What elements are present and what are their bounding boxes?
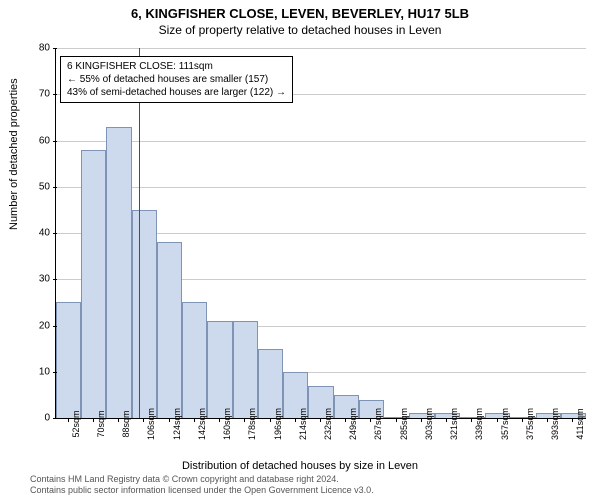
ytick-label: 50	[22, 181, 50, 192]
ytick-label: 70	[22, 89, 50, 100]
xtick-mark	[295, 418, 296, 422]
xtick-mark	[497, 418, 498, 422]
xtick-label: 160sqm	[222, 408, 232, 440]
ytick-mark	[53, 372, 57, 373]
histogram-bar	[157, 242, 182, 418]
chart-title-main: 6, KINGFISHER CLOSE, LEVEN, BEVERLEY, HU…	[0, 0, 600, 21]
xtick-label: 214sqm	[298, 408, 308, 440]
ytick-mark	[53, 279, 57, 280]
info-line-1: 6 KINGFISHER CLOSE: 111sqm	[67, 60, 286, 73]
chart-container: 6, KINGFISHER CLOSE, LEVEN, BEVERLEY, HU…	[0, 0, 600, 500]
xtick-label: 393sqm	[550, 408, 560, 440]
xtick-label: 124sqm	[172, 408, 182, 440]
ytick-mark	[53, 187, 57, 188]
xtick-label: 303sqm	[424, 408, 434, 440]
ytick-mark	[53, 326, 57, 327]
xtick-label: 249sqm	[348, 408, 358, 440]
xtick-label: 70sqm	[96, 410, 106, 437]
xtick-label: 267sqm	[373, 408, 383, 440]
info-box: 6 KINGFISHER CLOSE: 111sqm ← 55% of deta…	[60, 56, 293, 103]
property-marker-line	[139, 48, 140, 418]
xtick-mark	[446, 418, 447, 422]
xtick-label: 88sqm	[121, 410, 131, 437]
xtick-mark	[320, 418, 321, 422]
xtick-mark	[547, 418, 548, 422]
x-axis-label: Distribution of detached houses by size …	[0, 460, 600, 472]
xtick-mark	[194, 418, 195, 422]
xtick-label: 232sqm	[323, 408, 333, 440]
footer-line-1: Contains HM Land Registry data © Crown c…	[30, 474, 374, 485]
xtick-label: 52sqm	[71, 410, 81, 437]
xtick-label: 196sqm	[273, 408, 283, 440]
xtick-mark	[68, 418, 69, 422]
ytick-label: 60	[22, 135, 50, 146]
histogram-bar	[106, 127, 131, 418]
xtick-label: 321sqm	[449, 408, 459, 440]
info-line-2: ← 55% of detached houses are smaller (15…	[67, 73, 286, 86]
chart-title-sub: Size of property relative to detached ho…	[0, 21, 600, 37]
xtick-mark	[270, 418, 271, 422]
xtick-mark	[244, 418, 245, 422]
ytick-label: 30	[22, 274, 50, 285]
y-axis-label: Number of detached properties	[8, 78, 20, 230]
gridline	[56, 48, 586, 49]
ytick-label: 0	[22, 413, 50, 424]
ytick-label: 40	[22, 228, 50, 239]
plot-area	[55, 48, 586, 419]
gridline	[56, 141, 586, 142]
footer-line-2: Contains public sector information licen…	[30, 485, 374, 496]
gridline	[56, 187, 586, 188]
xtick-mark	[522, 418, 523, 422]
xtick-mark	[471, 418, 472, 422]
xtick-label: 411sqm	[575, 408, 585, 439]
xtick-mark	[219, 418, 220, 422]
histogram-bar	[233, 321, 258, 418]
histogram-bar	[56, 302, 81, 418]
xtick-mark	[421, 418, 422, 422]
histogram-bar	[81, 150, 106, 418]
xtick-mark	[572, 418, 573, 422]
ytick-mark	[53, 94, 57, 95]
ytick-mark	[53, 48, 57, 49]
xtick-mark	[93, 418, 94, 422]
xtick-mark	[396, 418, 397, 422]
xtick-mark	[143, 418, 144, 422]
footer-attribution: Contains HM Land Registry data © Crown c…	[30, 474, 374, 496]
xtick-label: 357sqm	[500, 408, 510, 440]
ytick-label: 20	[22, 320, 50, 331]
ytick-label: 80	[22, 43, 50, 54]
xtick-label: 178sqm	[247, 408, 257, 440]
xtick-label: 375sqm	[525, 408, 535, 440]
ytick-mark	[53, 418, 57, 419]
xtick-mark	[118, 418, 119, 422]
histogram-bar	[182, 302, 207, 418]
histogram-bar	[207, 321, 232, 418]
ytick-mark	[53, 233, 57, 234]
histogram-bar	[132, 210, 157, 418]
xtick-mark	[169, 418, 170, 422]
xtick-mark	[345, 418, 346, 422]
info-line-3: 43% of semi-detached houses are larger (…	[67, 86, 286, 99]
ytick-label: 10	[22, 366, 50, 377]
ytick-mark	[53, 141, 57, 142]
xtick-label: 285sqm	[399, 408, 409, 440]
xtick-label: 339sqm	[474, 408, 484, 440]
xtick-label: 142sqm	[197, 408, 207, 440]
xtick-mark	[370, 418, 371, 422]
xtick-label: 106sqm	[146, 408, 156, 440]
